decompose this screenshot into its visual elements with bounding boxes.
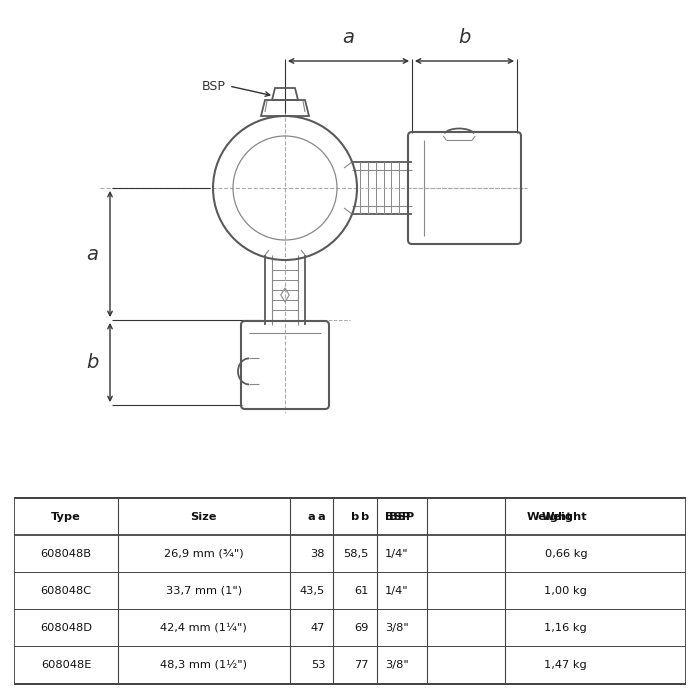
Text: 48,3 mm (1½"): 48,3 mm (1½"): [160, 660, 247, 670]
Text: 1,16 kg: 1,16 kg: [545, 623, 587, 633]
Text: 47: 47: [311, 623, 325, 633]
Text: 43,5: 43,5: [300, 586, 325, 596]
Text: 26,9 mm (¾"): 26,9 mm (¾"): [164, 549, 244, 559]
Text: 3/8": 3/8": [385, 623, 409, 633]
Text: 1,00 kg: 1,00 kg: [545, 586, 587, 596]
Text: Type: Type: [51, 512, 81, 522]
Text: b: b: [86, 353, 98, 372]
Text: 1/4": 1/4": [385, 586, 409, 596]
Text: BSP: BSP: [202, 80, 226, 92]
Text: BSP: BSP: [389, 512, 414, 522]
Text: 69: 69: [354, 623, 369, 633]
Text: 608048B: 608048B: [41, 549, 92, 559]
Text: 38: 38: [311, 549, 325, 559]
Text: a: a: [342, 28, 354, 47]
Text: b: b: [360, 512, 369, 522]
Text: 77: 77: [354, 660, 369, 670]
Text: b: b: [458, 28, 470, 47]
Text: 608048E: 608048E: [41, 660, 91, 670]
Text: 1/4": 1/4": [385, 549, 409, 559]
Text: 53: 53: [311, 660, 325, 670]
Text: 58,5: 58,5: [344, 549, 369, 559]
Text: 1,47 kg: 1,47 kg: [545, 660, 587, 670]
Text: b: b: [351, 512, 359, 522]
Text: BSP: BSP: [385, 512, 410, 522]
Text: 0,66 kg: 0,66 kg: [545, 549, 587, 559]
Text: Weight: Weight: [527, 512, 573, 522]
Text: 608048D: 608048D: [40, 623, 92, 633]
Text: 608048C: 608048C: [41, 586, 92, 596]
Text: Size: Size: [190, 512, 217, 522]
Text: Weight: Weight: [542, 512, 587, 522]
Text: 3/8": 3/8": [385, 660, 409, 670]
Text: 33,7 mm (1"): 33,7 mm (1"): [166, 586, 242, 596]
Text: a: a: [86, 244, 98, 263]
Text: a: a: [317, 512, 325, 522]
Text: 61: 61: [354, 586, 369, 596]
Text: 42,4 mm (1¼"): 42,4 mm (1¼"): [160, 623, 247, 633]
Text: a: a: [307, 512, 315, 522]
